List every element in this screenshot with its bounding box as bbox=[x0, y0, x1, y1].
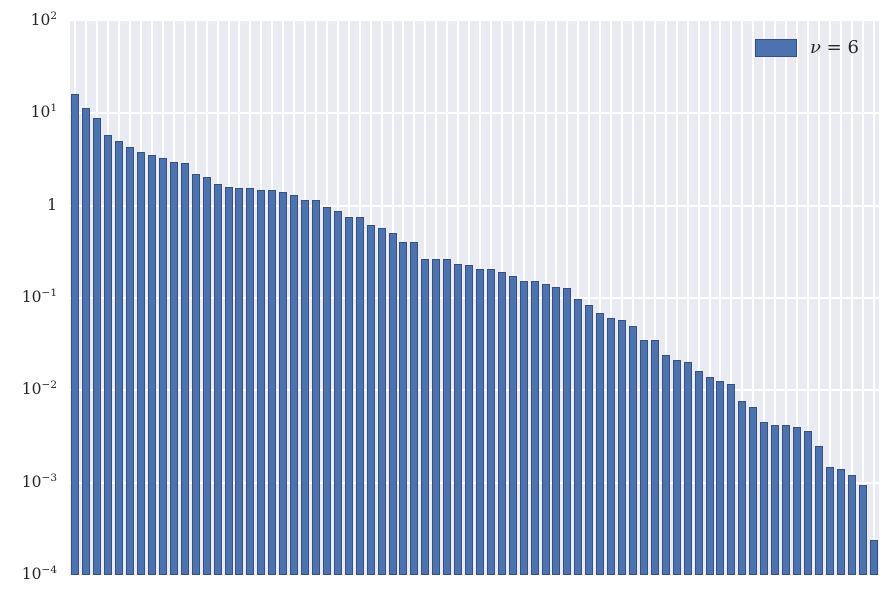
bar bbox=[585, 305, 594, 575]
bar bbox=[137, 152, 146, 575]
bar bbox=[639, 339, 648, 575]
bar bbox=[93, 117, 102, 575]
bar bbox=[377, 227, 386, 575]
bar bbox=[847, 475, 856, 575]
legend-label: ν = 6 bbox=[810, 37, 859, 58]
y-axis-tick-label: 102 bbox=[30, 9, 57, 29]
legend-rest: = 6 bbox=[820, 37, 859, 58]
bar bbox=[366, 224, 375, 575]
y-axis-tick-label: 10−3 bbox=[21, 471, 57, 491]
bar bbox=[279, 192, 288, 575]
bar bbox=[126, 147, 135, 575]
bar bbox=[694, 371, 703, 575]
bar bbox=[344, 217, 353, 575]
bar bbox=[388, 233, 397, 575]
bar bbox=[672, 359, 681, 575]
bar bbox=[508, 276, 517, 575]
bar bbox=[104, 135, 113, 575]
bar bbox=[705, 376, 714, 575]
bar bbox=[716, 380, 725, 575]
bar bbox=[224, 186, 233, 575]
bar bbox=[475, 269, 484, 575]
bar bbox=[290, 194, 299, 575]
bar bbox=[169, 161, 178, 575]
y-axis-tick-label: 101 bbox=[30, 102, 57, 122]
bar bbox=[268, 189, 277, 575]
plot-area bbox=[70, 21, 879, 575]
bar bbox=[574, 299, 583, 575]
bar bbox=[661, 355, 670, 575]
bar bbox=[814, 445, 823, 575]
bar bbox=[618, 319, 627, 575]
bar bbox=[191, 174, 200, 575]
legend-symbol: ν bbox=[810, 37, 821, 58]
bar bbox=[683, 362, 692, 575]
bar bbox=[235, 188, 244, 575]
bar bbox=[355, 217, 364, 575]
bar bbox=[202, 177, 211, 575]
bar bbox=[333, 211, 342, 575]
bar bbox=[858, 484, 867, 575]
horizontal-gridline bbox=[70, 112, 879, 115]
bar bbox=[552, 287, 561, 575]
bar bbox=[530, 281, 539, 575]
bar bbox=[71, 94, 80, 575]
bar bbox=[311, 200, 320, 575]
bar bbox=[497, 272, 506, 575]
y-axis-tick-label: 10−4 bbox=[21, 563, 57, 583]
bar bbox=[825, 467, 834, 575]
bar bbox=[738, 401, 747, 575]
horizontal-gridline bbox=[70, 204, 879, 207]
bar bbox=[180, 162, 189, 575]
bar bbox=[465, 264, 474, 575]
bar bbox=[563, 288, 572, 575]
horizontal-gridline bbox=[70, 389, 879, 392]
bar bbox=[541, 283, 550, 575]
bar bbox=[782, 424, 791, 575]
bar bbox=[115, 141, 124, 575]
bar bbox=[246, 188, 255, 575]
bar bbox=[596, 313, 605, 575]
bar bbox=[158, 158, 167, 575]
bar bbox=[869, 539, 878, 575]
bar bbox=[803, 431, 812, 575]
bar bbox=[213, 184, 222, 575]
y-axis-tick-label: 1 bbox=[47, 195, 57, 214]
bar bbox=[421, 259, 430, 575]
bar bbox=[607, 317, 616, 575]
bar bbox=[454, 264, 463, 575]
y-axis-tick-label: 10−1 bbox=[21, 286, 57, 306]
bar bbox=[257, 189, 266, 575]
bar bbox=[301, 200, 310, 575]
bar bbox=[771, 424, 780, 575]
horizontal-gridline bbox=[70, 481, 879, 484]
bar bbox=[760, 422, 769, 575]
bar bbox=[727, 384, 736, 575]
legend-swatch bbox=[755, 39, 797, 57]
bar bbox=[486, 269, 495, 575]
bar bbox=[322, 207, 331, 575]
bar bbox=[650, 340, 659, 575]
bar bbox=[793, 427, 801, 575]
horizontal-gridline bbox=[70, 297, 879, 299]
bar bbox=[443, 259, 452, 575]
bar bbox=[82, 107, 91, 575]
bar bbox=[749, 407, 758, 575]
bar bbox=[147, 155, 156, 575]
bar bbox=[410, 242, 419, 575]
bar bbox=[432, 259, 441, 575]
bar bbox=[399, 242, 408, 575]
bar bbox=[629, 325, 638, 575]
bar bbox=[836, 469, 845, 575]
y-axis-tick-label: 10−2 bbox=[21, 379, 57, 399]
bar bbox=[519, 280, 528, 575]
